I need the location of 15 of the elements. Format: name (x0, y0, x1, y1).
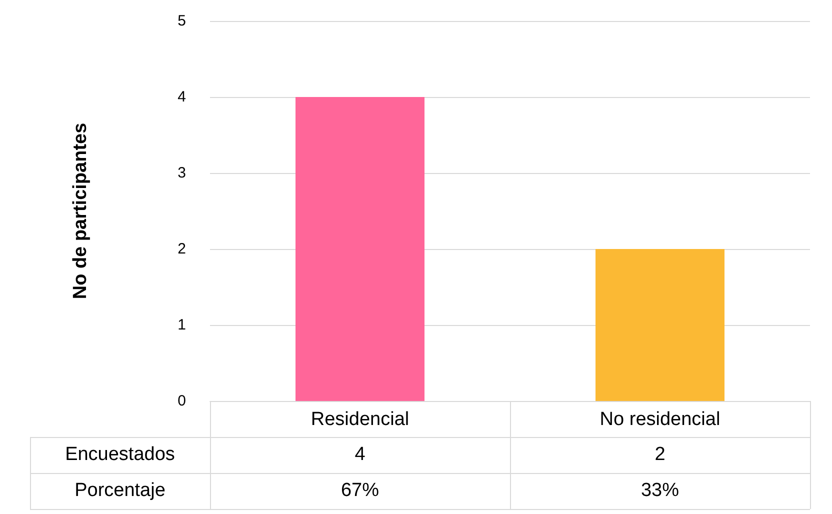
y-tick-label: 0 (178, 392, 186, 410)
data-label: 4 (354, 443, 366, 467)
text: 67% (340, 479, 380, 503)
y-tick-label: 1 (178, 316, 186, 334)
data-label: 2 (654, 443, 666, 467)
text: Encuestados (64, 443, 176, 467)
text: 33% (640, 479, 680, 503)
y-tick-label: 3 (178, 164, 186, 182)
y-tick-label: 4 (178, 88, 186, 106)
y-tick-label: 2 (178, 240, 186, 258)
x-tick-label: Residencial (310, 409, 410, 430)
y-tick-label: 5 (178, 12, 186, 30)
x-tick-label: No residencial (600, 409, 720, 430)
y-axis-title: No de participantes (70, 122, 91, 300)
text: Porcentaje (74, 479, 166, 503)
